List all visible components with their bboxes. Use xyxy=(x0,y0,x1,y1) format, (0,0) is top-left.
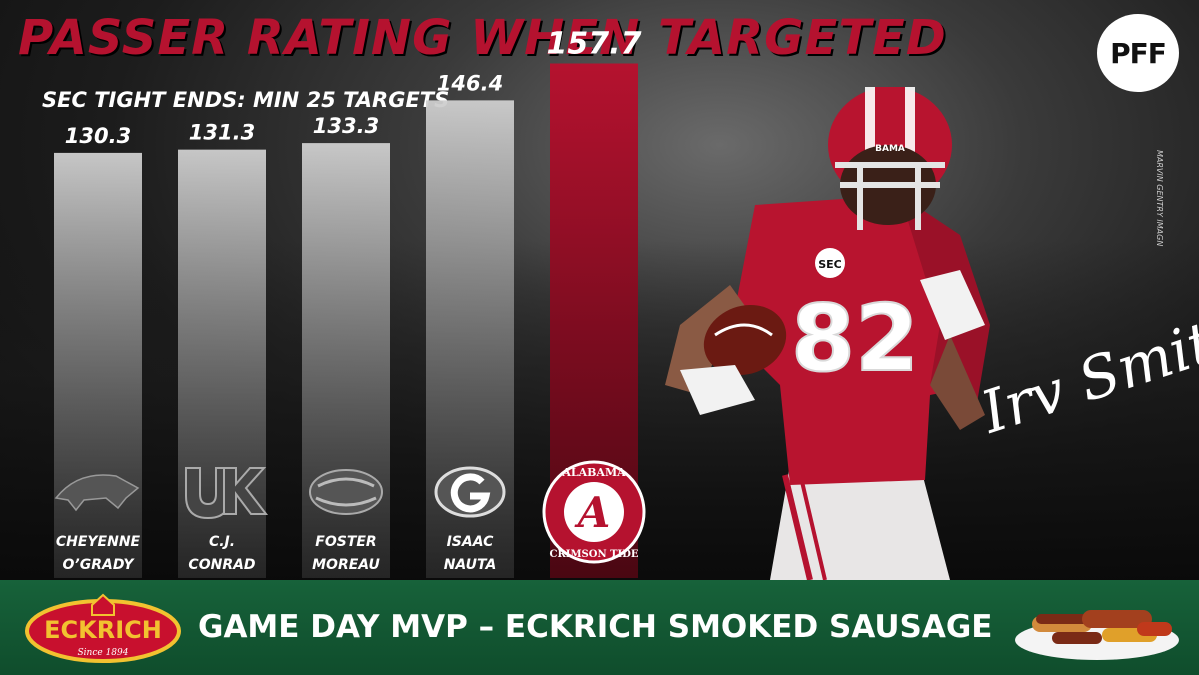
bar-value-label: 157.7 xyxy=(547,27,642,62)
bar-value-label: 133.3 xyxy=(313,114,379,138)
category-label: NAUTA xyxy=(444,557,497,573)
chart-subtitle: SEC TIGHT ENDS: MIN 25 TARGETS xyxy=(42,88,450,112)
eckrich-logo: ECKRICH Since 1894 xyxy=(25,593,181,663)
banner-headline: GAME DAY MVP – ECKRICH SMOKED SAUSAGE xyxy=(198,609,993,645)
sec-patch: SEC xyxy=(818,258,842,271)
sausage-platter-image xyxy=(1015,610,1179,660)
razorback-icon xyxy=(54,474,140,512)
bar xyxy=(54,152,142,579)
tiger-icon xyxy=(309,469,383,515)
bar-value-label: 131.3 xyxy=(189,121,255,145)
uk-icon xyxy=(185,467,269,520)
sponsor-banner: ECKRICH Since 1894 GAME DAY MVP – ECKRIC… xyxy=(0,580,1199,675)
bar-value-label: 146.4 xyxy=(437,71,503,95)
category-label: FOSTER xyxy=(315,534,376,550)
category-label: ISAAC xyxy=(447,534,495,550)
pff-logo: PFF xyxy=(1097,14,1179,92)
category-label: CONRAD xyxy=(188,557,255,573)
bar-chart: 130.3 CHEYENNE O’GRADY 131.3 C.J. CONRAD 133.3… xyxy=(54,27,646,579)
pff-logo-text: PFF xyxy=(1110,36,1167,70)
alabama-script-a: A xyxy=(574,488,611,537)
category-label: C.J. xyxy=(209,534,235,550)
category-label: MOREAU xyxy=(312,557,380,573)
alabama-script-a-icon: A ALABAMA CRIMSON TIDE xyxy=(542,460,646,564)
jersey-number: 82 xyxy=(791,285,919,392)
player-photo: 82 SEC BAMA xyxy=(665,87,990,580)
alabama-logo-bottom-text: CRIMSON TIDE xyxy=(550,549,639,560)
category-label: O’GRADY xyxy=(63,557,136,573)
alabama-logo-top-text: ALABAMA xyxy=(561,466,626,479)
photo-credit: MARVIN GENTRY IMAGN xyxy=(1155,150,1164,247)
category-label: CHEYENNE xyxy=(56,534,141,550)
eckrich-since: Since 1894 xyxy=(78,648,129,658)
bar-value-label: 130.3 xyxy=(65,124,131,148)
graphic-area: PASSER RATING WHEN TARGETED SEC TIGHT EN… xyxy=(0,0,1199,580)
helmet-label: BAMA xyxy=(875,144,905,154)
chart-title: PASSER RATING WHEN TARGETED xyxy=(18,10,947,66)
eckrich-wordmark: ECKRICH xyxy=(44,616,162,644)
georgia-g-icon xyxy=(434,466,506,518)
